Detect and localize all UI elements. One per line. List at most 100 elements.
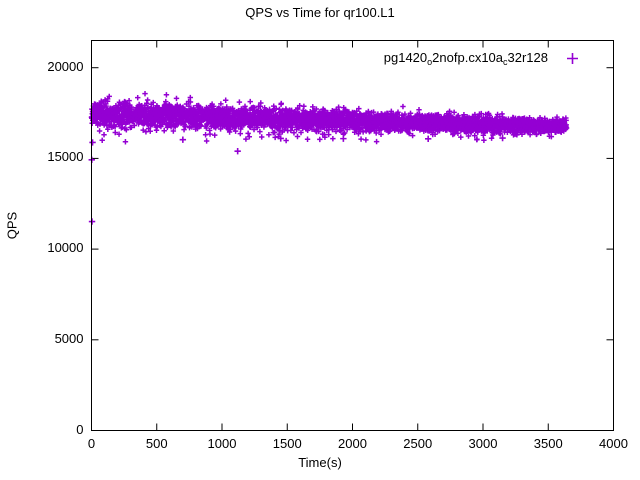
data-point bbox=[294, 133, 301, 140]
data-point bbox=[496, 130, 502, 136]
data-point bbox=[304, 136, 311, 142]
data-point bbox=[96, 128, 103, 134]
data-point bbox=[258, 100, 264, 106]
data-point bbox=[207, 131, 213, 137]
data-point bbox=[537, 114, 543, 121]
data-point bbox=[298, 129, 304, 136]
data-point bbox=[409, 132, 416, 139]
data-point bbox=[288, 127, 294, 134]
data-point bbox=[278, 100, 284, 107]
data-point bbox=[291, 130, 297, 136]
y-tick-label: 15000 bbox=[47, 149, 84, 165]
legend-marker-plus-icon bbox=[567, 53, 578, 64]
data-point bbox=[451, 109, 457, 116]
data-point bbox=[218, 101, 224, 107]
data-point bbox=[325, 131, 332, 138]
data-point bbox=[322, 134, 328, 140]
data-point bbox=[335, 104, 342, 110]
data-point bbox=[446, 108, 453, 114]
x-tick-label: 1000 bbox=[207, 436, 237, 451]
data-point bbox=[266, 132, 272, 138]
data-point bbox=[145, 125, 152, 132]
axis-ticks bbox=[91, 40, 614, 431]
data-point bbox=[144, 97, 151, 103]
data-point bbox=[424, 135, 432, 143]
data-point bbox=[106, 93, 112, 100]
data-point bbox=[310, 104, 316, 110]
scatter-points bbox=[88, 90, 570, 225]
x-tick-label: 3000 bbox=[468, 436, 498, 451]
data-point bbox=[373, 138, 380, 145]
legend-text-sub-1: o bbox=[427, 57, 433, 67]
data-point bbox=[88, 218, 96, 225]
data-point bbox=[527, 131, 533, 138]
data-point bbox=[99, 137, 105, 143]
data-point bbox=[247, 98, 253, 105]
data-point bbox=[170, 128, 177, 134]
data-point bbox=[277, 135, 284, 142]
data-point bbox=[173, 95, 180, 102]
data-point bbox=[161, 128, 167, 134]
data-point bbox=[360, 129, 366, 135]
data-point bbox=[406, 130, 412, 137]
data-point bbox=[142, 90, 148, 97]
data-point bbox=[116, 131, 122, 137]
data-point bbox=[270, 108, 277, 115]
data-point bbox=[499, 134, 506, 142]
x-tick-label: 4000 bbox=[599, 436, 628, 451]
data-point bbox=[222, 97, 229, 103]
data-point bbox=[497, 131, 504, 137]
data-point bbox=[271, 129, 278, 135]
data-point bbox=[135, 94, 141, 101]
data-point bbox=[400, 103, 406, 110]
data-point bbox=[128, 124, 135, 131]
data-point bbox=[548, 133, 555, 140]
data-point bbox=[203, 138, 210, 144]
data-point bbox=[317, 136, 323, 143]
data-point bbox=[295, 106, 301, 112]
data-point bbox=[246, 134, 253, 140]
x-axis-label: Time(s) bbox=[298, 455, 342, 470]
data-point bbox=[123, 127, 130, 133]
x-tick-label: 2500 bbox=[403, 436, 433, 451]
legend-entry-label: pg1420o2nofp.cx10ac32r128 bbox=[384, 50, 548, 67]
data-point bbox=[272, 134, 278, 141]
data-point bbox=[182, 124, 189, 130]
data-point bbox=[283, 137, 289, 144]
data-point bbox=[150, 99, 156, 106]
data-point bbox=[181, 126, 187, 133]
data-point bbox=[378, 131, 384, 138]
data-point bbox=[257, 128, 263, 135]
data-point bbox=[112, 123, 118, 130]
data-point bbox=[416, 107, 422, 113]
chart-title: QPS vs Time for qr100.L1 bbox=[245, 5, 395, 20]
data-point bbox=[234, 147, 241, 155]
legend-text-sub-2: c bbox=[503, 57, 508, 67]
data-point bbox=[227, 126, 234, 133]
y-tick-label: 5000 bbox=[54, 330, 84, 346]
x-tick-label: 500 bbox=[145, 436, 168, 451]
data-point bbox=[232, 128, 239, 134]
y-tick-label: 20000 bbox=[47, 58, 84, 74]
data-point bbox=[301, 103, 307, 109]
data-point bbox=[161, 118, 168, 124]
data-point bbox=[333, 128, 339, 135]
data-point bbox=[276, 131, 282, 137]
data-point bbox=[340, 135, 347, 142]
legend-text-part-3: 32r128 bbox=[507, 50, 548, 65]
data-point bbox=[370, 109, 377, 115]
data-point bbox=[112, 129, 118, 136]
data-point bbox=[478, 110, 484, 117]
data-point bbox=[147, 128, 153, 134]
data-point bbox=[237, 130, 244, 137]
data-point bbox=[251, 126, 257, 133]
data-point bbox=[187, 94, 194, 101]
data-point bbox=[245, 130, 251, 137]
data-point bbox=[243, 136, 249, 142]
data-point bbox=[122, 139, 129, 145]
data-point bbox=[373, 130, 379, 136]
data-point bbox=[131, 122, 138, 129]
x-tick-label: 1500 bbox=[272, 436, 302, 451]
